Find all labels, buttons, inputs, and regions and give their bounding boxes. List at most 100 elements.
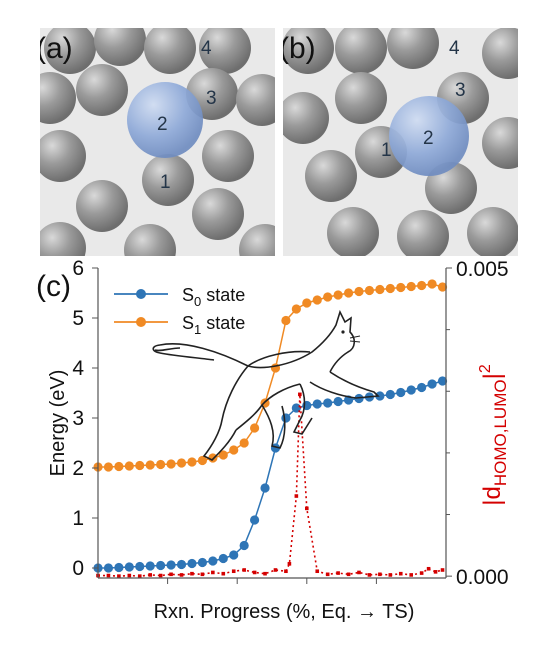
panel-a: (a) 1 2 3 4 — [40, 28, 275, 256]
point-0-6 — [156, 560, 166, 571]
point-overlap-35 — [433, 570, 438, 574]
legend-label-0: S0 state — [182, 285, 245, 309]
point-overlap-34 — [426, 566, 431, 571]
series-2 — [96, 392, 445, 578]
y2-tick-label-0: 0.000 — [456, 566, 509, 589]
point-overlap-36 — [440, 568, 445, 572]
point-overlap-10 — [200, 572, 205, 577]
point-0-23 — [333, 396, 343, 407]
point-0-10 — [197, 557, 207, 568]
series-0 — [93, 376, 448, 573]
point-overlap-1 — [106, 573, 111, 578]
point-overlap-25 — [336, 571, 340, 575]
point-1-30 — [406, 281, 416, 292]
point-0-27 — [375, 391, 385, 401]
legend-marker-0 — [136, 289, 146, 299]
point-overlap-19 — [287, 562, 292, 566]
point-overlap-11 — [211, 570, 215, 575]
point-overlap-23 — [315, 569, 320, 574]
point-overlap-3 — [127, 573, 132, 578]
point-overlap-24 — [325, 572, 330, 577]
atom-a-3: 3 — [206, 88, 217, 109]
point-1-32 — [427, 279, 437, 289]
y-axis-label: Energy (eV) — [47, 370, 69, 477]
point-0-29 — [396, 387, 406, 398]
point-1-12 — [218, 450, 228, 460]
point-1-18 — [281, 315, 291, 326]
point-0-14 — [239, 540, 249, 551]
point-0-2 — [114, 562, 124, 573]
y-tick-label-5: 5 — [72, 307, 84, 330]
point-overlap-16 — [263, 571, 267, 576]
point-1-1 — [103, 462, 114, 472]
point-0-4 — [135, 561, 145, 572]
atom-a-2: 2 — [157, 114, 168, 135]
y-tick-label-0: 0 — [72, 557, 84, 580]
metal-atoms-a — [40, 28, 275, 256]
adsorbate-atom-b — [389, 96, 469, 176]
panel-a-image — [40, 28, 275, 256]
point-0-8 — [176, 559, 187, 570]
point-0-16 — [260, 483, 270, 493]
panel-b: (b) 1 2 3 4 — [283, 28, 518, 256]
y2-axis-label: |dHOMO,LUMO|2 — [477, 364, 510, 506]
panel-a-label: (a) — [40, 32, 73, 65]
y-tick-label-3: 3 — [72, 407, 84, 430]
y-tick-label-2: 2 — [72, 457, 84, 480]
point-overlap-29 — [378, 572, 382, 577]
point-0-18 — [281, 413, 291, 423]
panel-b-label: (b) — [283, 32, 316, 65]
legend-label-1: S1 state — [182, 313, 245, 337]
point-overlap-8 — [179, 573, 184, 577]
point-overlap-22 — [305, 506, 309, 511]
atom-a-1: 1 — [160, 172, 171, 193]
point-overlap-12 — [221, 571, 226, 576]
atom-b-2: 2 — [423, 128, 434, 149]
point-0-15 — [250, 515, 260, 525]
point-1-28 — [385, 283, 395, 294]
point-0-9 — [187, 558, 197, 569]
point-overlap-15 — [252, 570, 257, 575]
point-1-21 — [312, 295, 322, 305]
point-1-13 — [229, 445, 239, 455]
y2-tick-label-1: 0.005 — [456, 258, 509, 281]
atom-a-4: 4 — [201, 38, 212, 59]
point-1-2 — [114, 461, 124, 472]
point-0-28 — [385, 389, 395, 400]
cat-drawing — [152, 309, 380, 461]
point-0-1 — [103, 563, 114, 573]
point-overlap-20 — [294, 494, 299, 498]
point-0-12 — [218, 553, 228, 564]
point-1-3 — [124, 461, 134, 471]
point-1-24 — [343, 288, 354, 298]
point-overlap-13 — [231, 569, 236, 574]
point-1-23 — [333, 290, 343, 300]
point-1-31 — [417, 280, 427, 291]
point-0-30 — [406, 385, 416, 395]
point-1-25 — [354, 286, 364, 297]
atom-b-4: 4 — [449, 38, 460, 59]
point-0-5 — [145, 561, 155, 571]
point-overlap-32 — [409, 573, 413, 577]
legend-marker-1 — [136, 317, 146, 327]
point-1-8 — [176, 458, 187, 468]
point-overlap-14 — [242, 568, 246, 572]
atom-b-3: 3 — [455, 80, 466, 101]
series-line-0 — [98, 380, 443, 569]
point-overlap-6 — [158, 573, 163, 578]
point-0-21 — [312, 399, 322, 409]
point-overlap-9 — [190, 571, 194, 576]
point-1-20 — [302, 298, 312, 308]
point-1-5 — [145, 460, 155, 470]
point-1-15 — [250, 423, 260, 433]
point-1-7 — [166, 459, 176, 469]
point-0-3 — [124, 562, 134, 572]
point-overlap-28 — [367, 573, 372, 577]
point-overlap-27 — [357, 570, 361, 575]
point-overlap-31 — [398, 571, 403, 576]
point-1-14 — [239, 438, 249, 448]
point-overlap-17 — [273, 568, 278, 572]
point-0-33 — [437, 376, 448, 386]
atom-b-1: 1 — [381, 140, 392, 161]
x-axis-label: Rxn. Progress (%, Eq. → TS) — [154, 601, 415, 623]
